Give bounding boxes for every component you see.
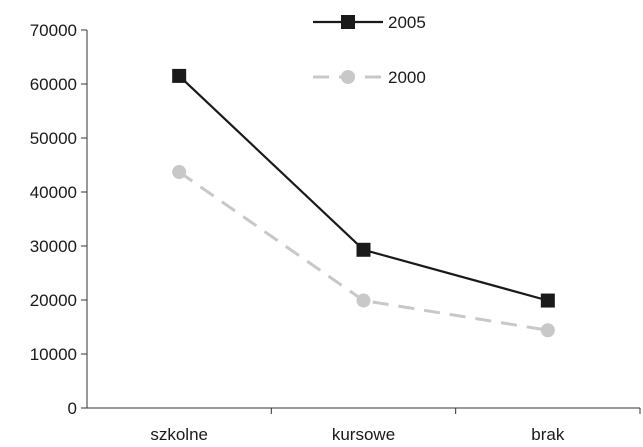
y-tick-label: 10000 [30, 345, 77, 364]
data-point-2000-2 [540, 323, 555, 338]
y-tick-label: 60000 [30, 75, 77, 94]
data-point-2005-2 [540, 293, 555, 308]
data-point-2000-0 [172, 165, 187, 180]
data-point-2005-0 [172, 68, 187, 83]
y-tick-label: 40000 [30, 183, 77, 202]
legend-marker-2000 [341, 70, 355, 84]
data-point-2000-1 [356, 293, 371, 308]
y-tick-label: 70000 [30, 21, 77, 40]
y-tick-label: 0 [68, 399, 77, 418]
x-tick-label: kursowe [332, 425, 395, 444]
series-layer [172, 68, 555, 338]
series-line-2000 [178, 170, 549, 332]
y-tick-label: 30000 [30, 237, 77, 256]
y-tick-label: 20000 [30, 291, 77, 310]
data-point-2005-1 [356, 242, 371, 257]
chart-axes: 0 10000 20000 30000 40000 50000 60000 70000 szko… [30, 21, 641, 444]
x-tick-label: brak [531, 425, 565, 444]
series-line-2005 [178, 75, 549, 302]
legend-label-2005: 2005 [388, 13, 426, 32]
y-tick-label: 50000 [30, 129, 77, 148]
x-tick-label: szkolne [150, 425, 208, 444]
legend: 2005 2000 [313, 13, 426, 87]
legend-label-2000: 2000 [388, 68, 426, 87]
legend-marker-2005 [341, 15, 355, 29]
